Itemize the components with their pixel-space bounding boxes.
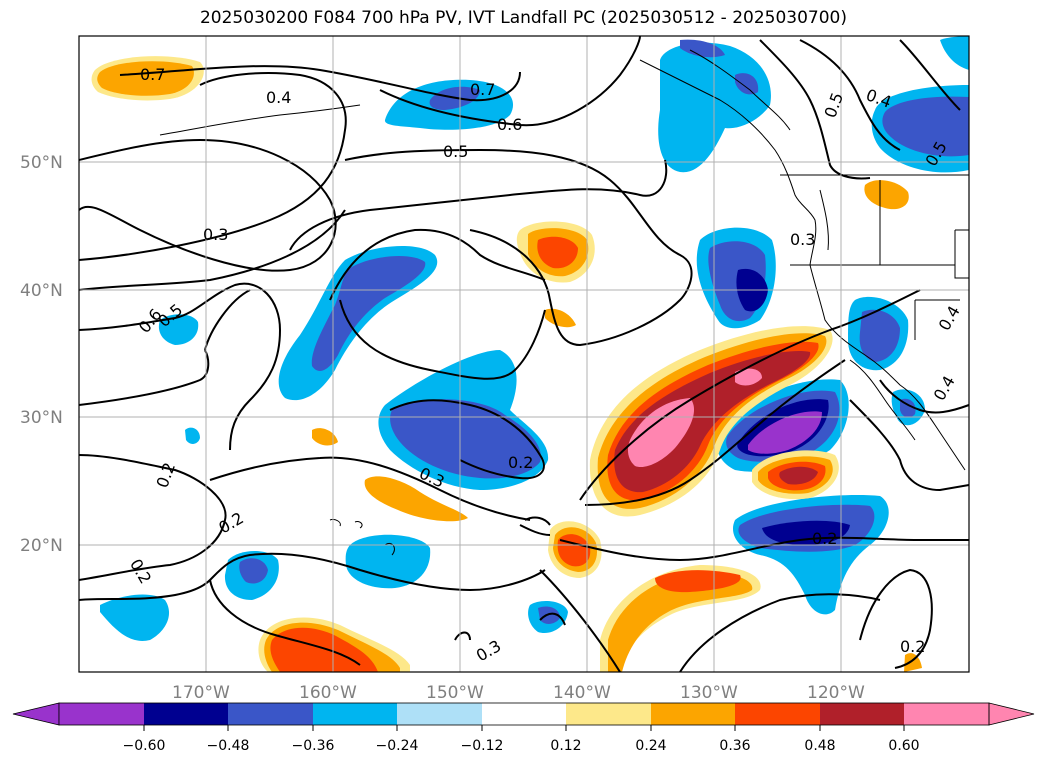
colorbar-segment <box>820 703 904 725</box>
lon-label: 140°W <box>553 683 611 703</box>
contour-label: 0.6 <box>497 115 522 134</box>
colorbar-segment <box>735 703 820 725</box>
colorbar-tick-label: −0.24 <box>376 738 419 754</box>
colorbar-segment <box>313 703 397 725</box>
contour-label: 0.2 <box>812 529 837 548</box>
coastlines <box>159 49 969 556</box>
gridlines <box>79 36 969 672</box>
colorbar-segment <box>228 703 313 725</box>
lon-label: 130°W <box>680 683 738 703</box>
lat-label: 20°N <box>20 536 63 556</box>
pv-contours <box>79 36 969 672</box>
filled-anomalies <box>79 36 969 672</box>
colorbar-tick-label: −0.36 <box>292 738 335 754</box>
colorbar-tick-label: 0.48 <box>804 738 835 754</box>
colorbar-tick-label: 0.60 <box>888 738 919 754</box>
colorbar-segment <box>397 703 482 725</box>
lon-label: 120°W <box>807 683 865 703</box>
colorbar-segment <box>566 703 651 725</box>
contour-label: 0.3 <box>203 225 228 244</box>
lon-label: 150°W <box>426 683 484 703</box>
colorbar-tick-label: 0.36 <box>719 738 750 754</box>
colorbar-tick-label: 0.12 <box>550 738 581 754</box>
lat-label: 40°N <box>20 281 63 301</box>
map-border <box>78 35 970 673</box>
contour-label: 0.2 <box>508 453 533 472</box>
colorbar: −0.60 −0.48 −0.36 −0.24 −0.12 0.12 0.24 … <box>12 702 1035 754</box>
colorbar-outline <box>58 702 990 726</box>
contour-label: 0.7 <box>140 65 165 84</box>
lat-label: 50°N <box>20 153 63 173</box>
colorbar-extend-high <box>988 702 1035 726</box>
positive-anomaly-fill <box>91 56 922 672</box>
colorbar-segment <box>482 703 566 725</box>
lon-label: 170°W <box>172 683 230 703</box>
lon-label: 160°W <box>299 683 357 703</box>
colorbar-tick-label: 0.24 <box>635 738 666 754</box>
longitude-labels: 170°W 160°W 150°W 140°W 130°W 120°W <box>172 683 865 703</box>
colorbar-tick-label: −0.48 <box>207 738 250 754</box>
contour-label: 0.7 <box>470 80 495 99</box>
contour-label: 0.5 <box>443 142 468 161</box>
colorbar-segment <box>144 703 228 725</box>
colorbar-segment <box>651 703 735 725</box>
lat-label: 30°N <box>20 408 63 428</box>
map-title: 2025030200 F084 700 hPa PV, IVT Landfall… <box>199 8 847 28</box>
contour-label: 0.3 <box>790 230 815 249</box>
colorbar-segment <box>904 703 989 725</box>
colorbar-extend-low <box>12 702 60 726</box>
colorbar-segment <box>59 703 144 725</box>
contour-label: 0.4 <box>266 88 291 107</box>
contour-label: 0.2 <box>900 637 925 656</box>
latitude-labels: 50°N 40°N 30°N 20°N <box>20 153 63 556</box>
colorbar-tick-label: −0.60 <box>123 738 166 754</box>
colorbar-tick-label: −0.12 <box>461 738 504 754</box>
